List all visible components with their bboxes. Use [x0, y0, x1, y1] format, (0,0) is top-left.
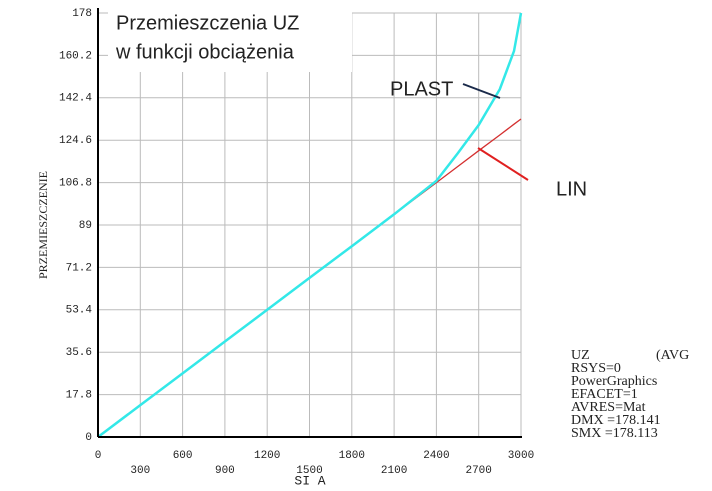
info-text: UZ	[571, 348, 590, 363]
chart-title: Przemieszczenia UZ	[116, 12, 299, 34]
y-tick-label: 35.6	[66, 347, 92, 359]
y-tick-label: 71.2	[66, 262, 92, 274]
y-tick-label: 124.6	[59, 135, 92, 147]
x-tick-label: 600	[173, 450, 193, 462]
x-tick-label: 3000	[508, 450, 534, 462]
plot	[97, 12, 523, 438]
info-text: SMX =178.113	[571, 426, 658, 441]
y-tick-label: 106.8	[59, 178, 92, 190]
y-tick-label: 89	[79, 220, 92, 232]
y-tick-label: 53.4	[66, 305, 93, 317]
x-tick-label: 2400	[423, 450, 449, 462]
series-line	[97, 12, 523, 438]
x-axis-label: SI A	[294, 473, 325, 488]
x-tick-label: 2700	[465, 465, 491, 477]
series-label: PLAST	[390, 78, 453, 100]
x-tick-label: 2100	[381, 465, 407, 477]
x-tick-label: 1500	[296, 465, 322, 477]
info-text: AVRES=Mat	[571, 400, 646, 415]
y-tick-label: 0	[85, 432, 92, 444]
x-tick-label: 300	[130, 465, 150, 477]
x-tick-label: 1800	[339, 450, 365, 462]
x-tick-label: 0	[95, 450, 102, 462]
y-tick-label: 178	[72, 8, 92, 20]
info-text: (AVG	[656, 348, 689, 363]
y-tick-label: 17.8	[66, 390, 92, 402]
title-box	[108, 8, 352, 72]
info-text: PowerGraphics	[571, 374, 657, 389]
chart-title: w funkcji obciążenia	[115, 41, 295, 63]
y-tick-label: 160.2	[59, 50, 92, 62]
x-tick-label: 900	[215, 465, 235, 477]
info-text: DMX =178.141	[571, 413, 661, 428]
leader-line	[477, 147, 529, 181]
y-axis-label: PRZEMIESZCZENIE	[36, 171, 50, 279]
info-text: EFACET=1	[571, 387, 638, 402]
x-tick-label: 1200	[254, 450, 280, 462]
info-text: RSYS=0	[571, 361, 621, 376]
leader-line	[462, 83, 501, 99]
series-label: LIN	[556, 178, 587, 200]
y-tick-label: 142.4	[59, 93, 92, 105]
